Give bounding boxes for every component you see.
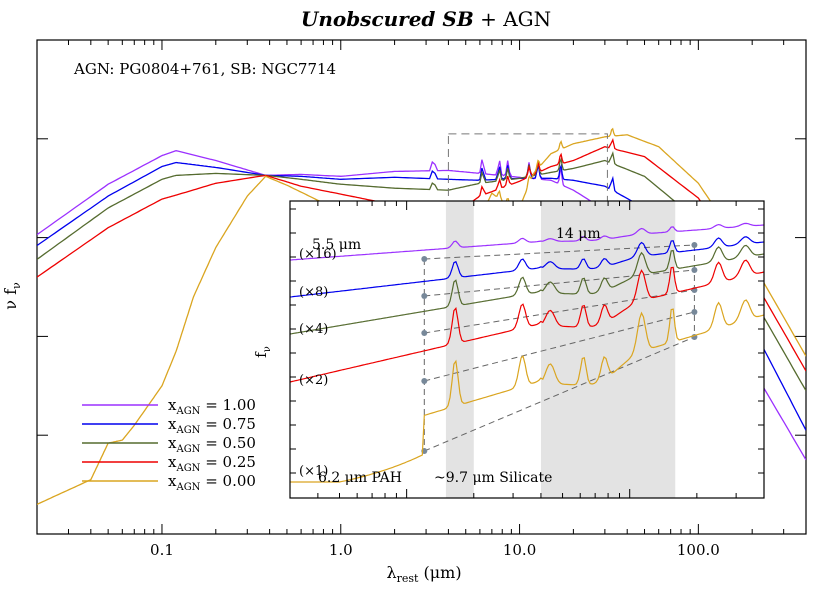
inset-series-group	[290, 222, 764, 483]
guide-point	[421, 293, 428, 299]
inset-shading	[445, 201, 676, 498]
shaded-region	[540, 201, 676, 498]
inset-series-line	[290, 259, 764, 383]
x-axis-label-sub: rest	[397, 572, 419, 585]
guide-point	[691, 267, 698, 273]
inset-panel: fν 5.5 μm 14 μm 6.2 μm PAH ~9.7 μm Silic…	[252, 133, 765, 499]
inset-multiplier: (×8)	[299, 285, 328, 300]
inset-series-line	[290, 236, 764, 298]
legend-label: xAGN = 0.50	[168, 434, 256, 455]
guide-continuum	[424, 289, 695, 334]
guide-point	[421, 378, 428, 384]
inset-multiplier: (×16)	[299, 247, 337, 262]
guide-continuum	[424, 311, 695, 382]
chart-title-rest: + AGN	[474, 7, 551, 31]
inset-y-label: fν	[252, 346, 273, 358]
inset-y-label-sub: ν	[262, 346, 273, 352]
inset-frame	[289, 200, 765, 499]
y-axis-label-sub: ν	[10, 282, 23, 289]
x-axis-label: λrest (μm)	[386, 563, 461, 585]
guide-point	[691, 309, 698, 315]
inset-series-line	[290, 299, 764, 483]
legend-label: xAGN = 0.75	[168, 415, 256, 436]
guide-point	[421, 256, 428, 262]
x-tick-label: 100.0	[677, 541, 720, 559]
main-axis-ticks: 0.1 1.0 10.0 100.0	[36, 39, 807, 559]
inset-multiplier: (×1)	[299, 464, 328, 479]
legend-label: xAGN = 1.00	[168, 396, 256, 417]
guide-continuum	[424, 269, 695, 297]
guide-continuum	[424, 336, 695, 452]
inset-multiplier: (×2)	[299, 373, 328, 388]
inset-multiplier: (×4)	[299, 322, 328, 337]
inset-y-label-main: f	[252, 351, 270, 358]
inset-ticks	[289, 201, 765, 498]
legend-label: xAGN = 0.00	[168, 472, 256, 493]
x-tick-label: 1.0	[329, 541, 353, 559]
chart-title-bold: Unobscured SB	[301, 7, 474, 31]
annotation-text: AGN: PG0804+761, SB: NGC7714	[73, 60, 336, 78]
guide-point	[691, 242, 698, 248]
shaded-region	[445, 201, 474, 498]
x-axis-label-main: λ	[386, 563, 396, 582]
y-axis-label: ν fν	[1, 282, 23, 310]
guide-point	[421, 330, 428, 336]
inset-label-55um: 5.5 μm	[312, 237, 361, 253]
plot-frame	[36, 39, 807, 535]
inset-label-14um: 14 μm	[556, 226, 601, 242]
inset-multipliers: (×16) (×8) (×4) (×2) (×1)	[299, 247, 337, 479]
inset-series-line	[290, 244, 764, 335]
inset-label-silicate: ~9.7 μm Silicate	[434, 470, 552, 486]
x-axis-label-unit: (μm)	[418, 563, 461, 582]
x-tick-label: 0.1	[150, 541, 174, 559]
x-tick-label: 10.0	[503, 541, 536, 559]
chart-title: Unobscured SB + AGN	[301, 7, 551, 31]
legend-label: xAGN = 0.25	[168, 453, 256, 474]
inset-label-pah: 6.2 μm PAH	[318, 470, 402, 486]
inset-background	[290, 201, 764, 498]
y-axis-label-main: ν f	[1, 288, 20, 310]
guide-continuum	[424, 244, 695, 260]
inset-series-line	[290, 222, 764, 261]
